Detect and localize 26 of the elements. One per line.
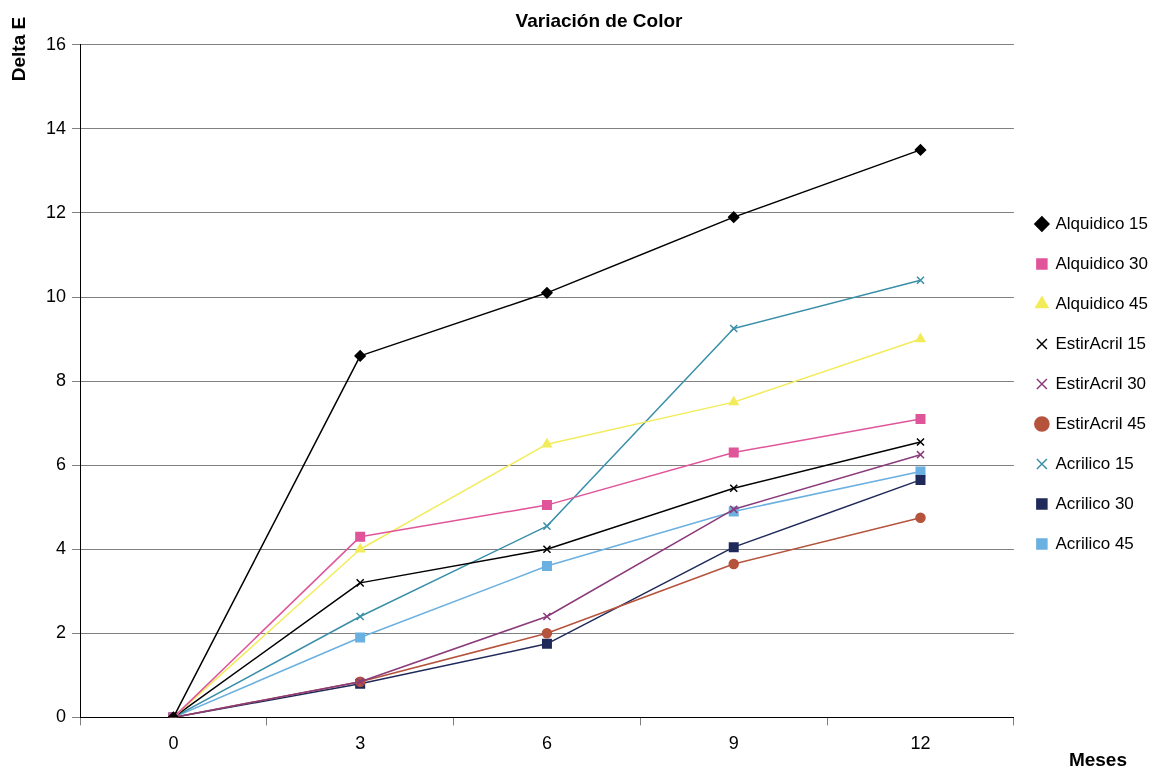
legend-label: Acrilico 45 [1055,533,1134,553]
y-tick-label: 6 [56,454,67,475]
y-axis-title: Delta E [8,16,30,82]
legend-label: EstirAcril 30 [1055,373,1147,393]
y-tick-label: 2 [56,622,67,643]
y-tick-label: 10 [45,285,67,306]
y-tick-label: 0 [56,706,67,727]
y-tick-label: 12 [45,201,67,222]
legend-label: Alquidico 45 [1055,293,1148,313]
legend-label: Alquidico 15 [1055,213,1148,233]
y-tick-label: 14 [45,117,67,138]
x-tick-label: 0 [168,733,179,754]
legend-label: EstirAcril 45 [1055,413,1147,433]
chart-title: Variación de Color [515,9,684,31]
x-tick-label: 12 [910,733,931,754]
x-axis-title: Meses [1068,748,1127,770]
x-tick-label: 6 [541,733,552,754]
legend-label: Acrilico 15 [1055,453,1134,473]
legend-label: Alquidico 30 [1055,253,1148,273]
legend-label: Acrilico 30 [1055,493,1134,513]
y-tick-label: 8 [56,370,67,391]
y-tick-label: 16 [45,33,67,54]
legend-label: EstirAcril 15 [1055,333,1147,353]
x-tick-label: 3 [355,733,366,754]
x-tick-label: 9 [728,733,739,754]
y-tick-label: 4 [56,538,67,559]
